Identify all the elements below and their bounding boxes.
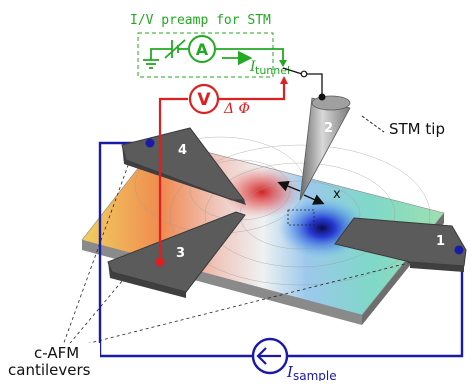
distance-label: x [333,187,341,202]
cantilever-3-contact [155,257,165,267]
positive-potential-spot [224,166,300,218]
cantilever-1-number: 1 [436,234,445,249]
voltmeter-icon [188,83,220,115]
cantilevers-label-bg [0,343,100,381]
switch-contact [300,70,308,78]
cantilevers-label-line1: c-AFM [34,344,79,362]
voltmeter-wire [158,82,286,262]
voltmeter-arrow [280,76,288,84]
distance-arrow [277,180,325,205]
tunnel-current-symbol: I [249,59,256,75]
cantilever-4-contact [145,138,155,148]
preamp-output-arrow [279,60,287,67]
stm-tip-number: 2 [324,121,333,136]
ammeter-icon [188,35,216,63]
iv-preamp: I/V preamp for STM A I tunnel [130,13,290,78]
cantilever-4[interactable]: 4 [121,127,246,205]
sample-current-subscript: sample [293,369,337,381]
sample-current-source: I sample [251,337,337,383]
cantilever-1-contact [454,245,464,255]
sample-current-symbol: I [286,363,294,381]
cantilever-3[interactable]: 3 [107,211,246,298]
potential-difference-label: Δ Φ [223,101,250,117]
current-direction-arrow [256,347,281,365]
stm-tip-leader [361,115,385,133]
label-leader-lines [61,159,421,349]
tip-wire [282,67,323,95]
cantilever-1[interactable]: 1 [334,217,467,272]
cantilever-3-number: 3 [176,246,185,261]
stm-tip-label: STM tip [389,120,445,138]
preamp-label: I/V preamp for STM [130,13,271,28]
sample-circuit-wire [98,141,464,358]
tunnel-current-subscript: tunnel [255,64,290,77]
stm-tip[interactable]: 2 [299,93,351,201]
cantilever-4-number: 4 [178,143,187,158]
stm-tip-contact [318,93,326,101]
cantilevers-label-line2: cantilevers [8,361,91,379]
scan-region [287,209,315,226]
voltmeter-symbol: V [197,90,211,110]
ammeter-symbol: A [196,40,209,59]
preamp-box [137,32,274,78]
